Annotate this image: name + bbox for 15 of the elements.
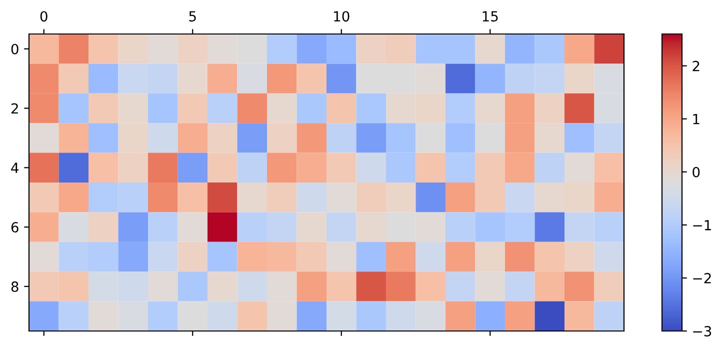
x-tick-label: 5 [189,11,196,22]
x-tick-label: 10 [334,11,350,22]
color-bar-label: 0 [692,166,700,178]
y-tick-label: 4 [11,162,18,173]
color-bar-label: −3 [693,326,712,336]
color-bar-label: −1 [693,220,711,230]
color-bar-label: −2 [693,272,711,284]
y-tick-label: 0 [11,44,18,54]
y-tick-label: 2 [11,103,18,114]
color-bar-label: 1 [693,114,700,124]
y-tick-label: 6 [11,222,18,233]
x-tick-label: 0 [40,11,48,22]
x-tick-label: 15 [482,11,498,22]
color-bar-label: 2 [692,60,700,72]
y-tick-label: 8 [11,281,18,292]
